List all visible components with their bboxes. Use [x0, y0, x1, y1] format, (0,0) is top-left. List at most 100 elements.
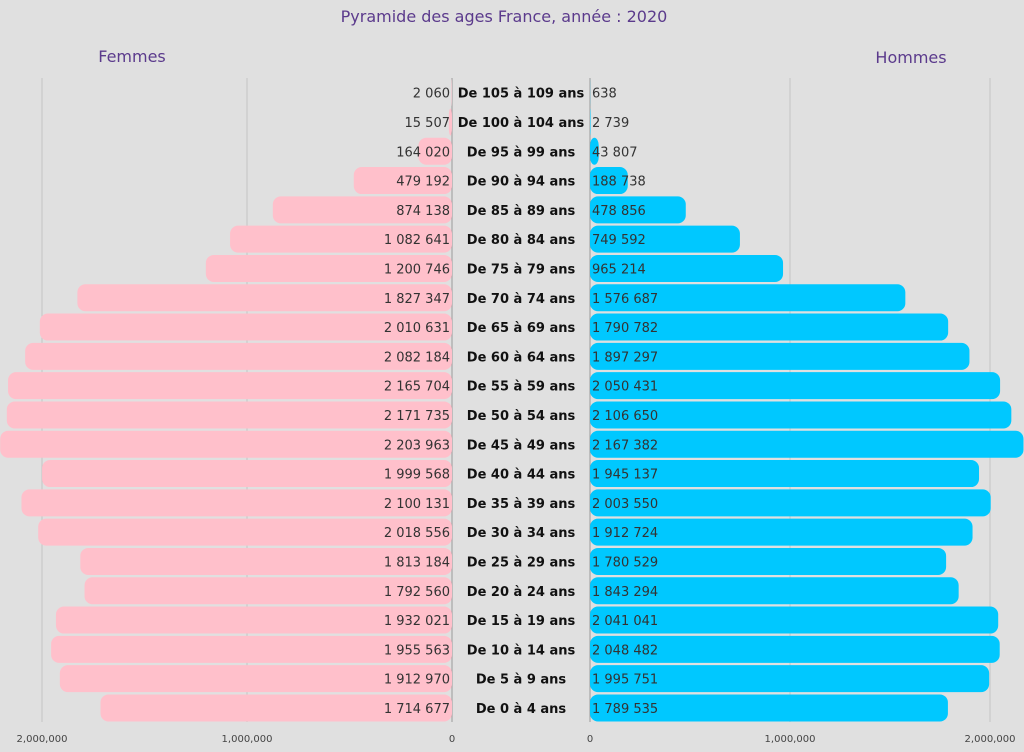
bar-hommes — [590, 167, 628, 195]
hommes-value-label: 2 050 431 — [592, 380, 658, 395]
right-tick-label: 2,000,000 — [965, 734, 1016, 745]
axis-ticks: 2,000,000 1,000,000 0 0 1,000,000 2,000,000 — [17, 734, 1016, 745]
hommes-value-label: 2 048 482 — [592, 643, 658, 658]
bar-femmes — [8, 372, 453, 400]
bar-femmes — [80, 547, 453, 575]
hommes-value-label: 1 843 294 — [592, 585, 658, 600]
age-category-label: De 50 à 54 ans — [467, 409, 576, 424]
femmes-value-label: 1 999 568 — [384, 468, 450, 483]
bar-femmes — [6, 401, 453, 429]
hommes-value-label: 749 592 — [592, 233, 646, 248]
bar-femmes — [100, 694, 453, 722]
right-tick-label: 0 — [587, 734, 593, 745]
bar-femmes — [59, 665, 452, 693]
femmes-value-label: 164 020 — [396, 145, 450, 160]
chart-title: Pyramide des ages France, année : 2020 — [341, 7, 668, 26]
bar-hommes — [590, 196, 686, 224]
data-labels: 2 060 De 105 à 109 ans 638 15 507 De 100 à 1… — [384, 87, 658, 717]
hommes-value-label: 2 167 382 — [592, 438, 658, 453]
age-category-label: De 105 à 109 ans — [458, 87, 585, 102]
femmes-value-label: 2 203 963 — [384, 438, 450, 453]
bar-hommes — [590, 137, 599, 165]
hommes-value-label: 2 041 041 — [592, 614, 658, 629]
bar-hommes — [590, 108, 591, 136]
bar-femmes — [353, 167, 452, 195]
hommes-value-label: 2 106 650 — [592, 409, 658, 424]
age-category-label: De 70 à 74 ans — [467, 292, 576, 307]
femmes-value-label: 1 955 563 — [384, 643, 450, 658]
hommes-value-label: 965 214 — [592, 262, 646, 277]
hommes-value-label: 188 738 — [592, 175, 646, 190]
bar-hommes — [590, 635, 1000, 663]
bar-femmes — [205, 254, 452, 282]
bar-femmes — [39, 313, 452, 341]
age-category-label: De 80 à 84 ans — [467, 233, 576, 248]
bar-hommes — [590, 430, 1024, 458]
age-category-label: De 0 à 4 ans — [476, 702, 567, 717]
bar-hommes — [590, 460, 980, 488]
bar-hommes — [590, 665, 990, 693]
hommes-value-label: 1 912 724 — [592, 526, 658, 541]
age-category-label: De 15 à 19 ans — [467, 614, 576, 629]
femmes-value-label: 2 171 735 — [384, 409, 450, 424]
femmes-label: Femmes — [98, 47, 166, 66]
age-category-label: De 95 à 99 ans — [467, 145, 576, 160]
hommes-value-label: 2 003 550 — [592, 497, 658, 512]
bar-femmes — [38, 518, 453, 546]
age-category-label: De 75 à 79 ans — [467, 262, 576, 277]
age-category-label: De 85 à 89 ans — [467, 204, 576, 219]
femmes-value-label: 1 082 641 — [384, 233, 450, 248]
bar-femmes — [0, 430, 452, 458]
age-category-label: De 55 à 59 ans — [467, 380, 576, 395]
bar-femmes — [77, 284, 453, 312]
femmes-value-label: 2 165 704 — [384, 380, 450, 395]
bar-hommes — [590, 313, 949, 341]
bar-femmes — [84, 577, 452, 605]
hommes-label: Hommes — [875, 48, 946, 67]
left-tick-label: 2,000,000 — [17, 734, 68, 745]
bar-hommes — [590, 254, 784, 282]
age-category-label: De 60 à 64 ans — [467, 350, 576, 365]
age-category-label: De 25 à 29 ans — [467, 555, 576, 570]
age-category-label: De 45 à 49 ans — [467, 438, 576, 453]
bar-hommes — [590, 284, 906, 312]
right-tick-label: 1,000,000 — [765, 734, 816, 745]
bar-hommes — [590, 489, 991, 517]
bar-hommes — [590, 372, 1001, 400]
age-category-label: De 90 à 94 ans — [467, 175, 576, 190]
hommes-value-label: 1 790 782 — [592, 321, 658, 336]
age-category-label: De 20 à 24 ans — [467, 585, 576, 600]
bar-hommes — [590, 694, 948, 722]
femmes-value-label: 1 827 347 — [384, 292, 450, 307]
femmes-value-label: 1 912 970 — [384, 673, 450, 688]
femmes-value-label: 1 813 184 — [384, 555, 450, 570]
hommes-value-label: 1 945 137 — [592, 468, 658, 483]
hommes-value-label: 1 995 751 — [592, 673, 658, 688]
bar-femmes — [230, 225, 452, 253]
femmes-value-label: 479 192 — [396, 175, 450, 190]
femmes-value-label: 1 714 677 — [384, 702, 450, 717]
bar-hommes — [590, 225, 740, 253]
bar-femmes — [25, 342, 452, 370]
age-category-label: De 10 à 14 ans — [467, 643, 576, 658]
left-tick-label: 1,000,000 — [222, 734, 273, 745]
bar-hommes — [590, 547, 947, 575]
bar-femmes — [51, 635, 452, 663]
femmes-value-label: 15 507 — [405, 116, 451, 131]
femmes-value-label: 2 060 — [413, 87, 450, 102]
age-category-label: De 40 à 44 ans — [467, 468, 576, 483]
bar-femmes — [21, 489, 452, 517]
hommes-value-label: 478 856 — [592, 204, 646, 219]
femmes-value-label: 2 082 184 — [384, 350, 450, 365]
femmes-value-label: 1 200 746 — [384, 262, 450, 277]
hommes-value-label: 43 807 — [592, 145, 638, 160]
bar-hommes — [590, 518, 973, 546]
bar-hommes — [590, 577, 959, 605]
femmes-value-label: 2 010 631 — [384, 321, 450, 336]
femmes-value-label: 2 018 556 — [384, 526, 450, 541]
bar-femmes — [448, 108, 452, 136]
bar-femmes — [272, 196, 452, 224]
age-category-label: De 65 à 69 ans — [467, 321, 576, 336]
femmes-value-label: 874 138 — [396, 204, 450, 219]
